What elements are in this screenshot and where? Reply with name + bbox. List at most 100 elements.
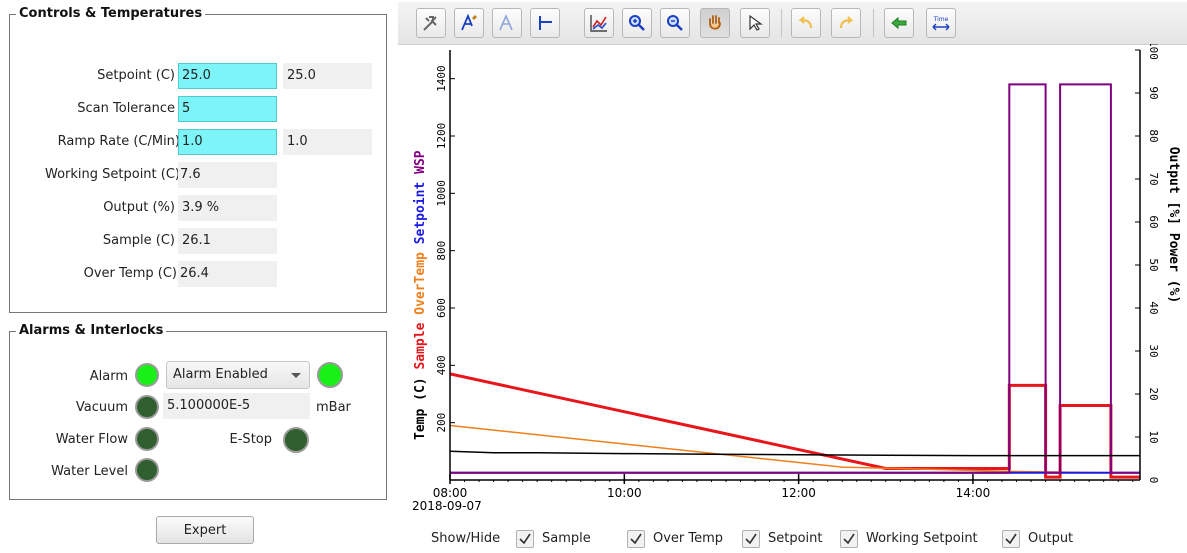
- right-tick-label: 50: [1147, 258, 1160, 271]
- pan-hand-icon: [709, 15, 721, 30]
- plot-area[interactable]: [450, 50, 1140, 480]
- alarm-mode-value: Alarm Enabled: [173, 367, 268, 382]
- sample-value: 26.1: [178, 228, 277, 254]
- estop-label: E-Stop: [229, 432, 272, 447]
- over-temp-label: Over Temp (C): [83, 266, 177, 281]
- sample-label: Sample (C): [102, 233, 175, 248]
- pan-hand-button[interactable]: [700, 8, 730, 38]
- axis-tool-icon: [539, 16, 552, 30]
- left-tick-label: 1200: [435, 123, 448, 150]
- expert-button[interactable]: Expert: [156, 516, 254, 544]
- checkmark-icon: [630, 533, 642, 545]
- chart-config-button[interactable]: [584, 8, 614, 38]
- x-tick-label: 10:00: [607, 486, 642, 500]
- show-output-checkbox[interactable]: [1002, 530, 1020, 548]
- water-level-led: [135, 458, 159, 482]
- zoom-out-button[interactable]: [660, 8, 690, 38]
- left-axis-label-setpoint: Setpoint: [413, 182, 428, 252]
- left-tick-label: 1400: [435, 65, 448, 92]
- show-working-setpoint-label: Working Setpoint: [866, 531, 978, 546]
- left-axis-label: Temp (C) Sample OverTemp Setpoint WSP: [413, 150, 428, 440]
- show-hide-label: Show/Hide: [431, 531, 501, 546]
- show-over-temp-label: Over Temp: [653, 531, 724, 546]
- show-working-setpoint-checkbox[interactable]: [840, 530, 858, 548]
- right-tick-label: 70: [1147, 172, 1160, 185]
- vacuum-led: [135, 395, 159, 419]
- left-axis-label-wsp: WSP: [413, 150, 428, 181]
- estop-led: [283, 427, 309, 453]
- ramp-rate-label: Ramp Rate (C/Min): [57, 134, 180, 149]
- left-tick-label: 400: [435, 355, 448, 375]
- over-temp-value: 26.4: [178, 261, 277, 287]
- left-axis-label-temp-c-: Temp (C): [413, 377, 428, 440]
- series-line-output: [449, 450, 1140, 457]
- controls-group-title: Controls & Temperatures: [16, 6, 206, 21]
- checkmark-icon: [843, 533, 855, 545]
- output-value: 3.9 %: [178, 195, 277, 221]
- expert-button-label: Expert: [183, 523, 227, 538]
- undo-icon: [798, 16, 813, 29]
- zoom-in-icon: [629, 15, 645, 31]
- checkmark-icon: [745, 533, 757, 545]
- show-output-label: Output: [1028, 531, 1074, 546]
- right-tick-label: 0: [1147, 477, 1160, 484]
- time-scale-button[interactable]: Time: [926, 8, 956, 38]
- undo-button[interactable]: [791, 8, 821, 38]
- alarm-led: [135, 363, 159, 387]
- time-scale-icon: Time: [932, 16, 950, 31]
- x-date-label: 2018-09-07: [412, 499, 482, 513]
- show-over-temp-checkbox[interactable]: [627, 530, 645, 548]
- show-sample-checkbox[interactable]: [516, 530, 534, 548]
- left-tick-label: 800: [435, 241, 448, 261]
- setpoint-label: Setpoint (C): [97, 68, 175, 83]
- x-tick-label: 12:00: [781, 486, 816, 500]
- redo-button[interactable]: [831, 8, 861, 38]
- right-tick-label: 10: [1147, 430, 1160, 443]
- series-line-working-setpoint: [450, 83, 1140, 474]
- x-tick-label: 14:00: [956, 486, 991, 500]
- left-axis-label-overtemp: OverTemp: [413, 252, 428, 323]
- back-icon: [891, 16, 907, 30]
- show-setpoint-label: Setpoint: [768, 531, 823, 546]
- vacuum-value: 5.100000E-5: [163, 393, 310, 419]
- chart-config-icon: [590, 15, 607, 32]
- settings-button[interactable]: [416, 8, 446, 38]
- working-setpoint-label: Working Setpoint (C): [44, 167, 180, 182]
- right-tick-label: 60: [1147, 215, 1160, 228]
- axis-tool-button[interactable]: [530, 8, 560, 38]
- temperature-chart[interactable]: 200 400 600 800 1000 1200 1400 0 10 20 30 40 50 60 70 8…: [398, 44, 1187, 522]
- alarm-label: Alarm: [89, 369, 128, 384]
- setpoint-readback: 25.0: [283, 63, 372, 89]
- settings-icon: [423, 16, 437, 31]
- left-tick-label: 600: [435, 298, 448, 318]
- toolbar-separator: [873, 9, 874, 37]
- scan-tolerance-input[interactable]: 5: [178, 96, 277, 122]
- ramp-rate-input[interactable]: 1.0: [178, 129, 277, 155]
- vacuum-unit: mBar: [316, 400, 351, 415]
- water-level-label: Water Level: [51, 464, 128, 479]
- zoom-in-button[interactable]: [622, 8, 652, 38]
- vacuum-label: Vacuum: [75, 400, 128, 415]
- right-tick-label: 30: [1147, 344, 1160, 357]
- ramp-rate-readback: 1.0: [283, 129, 372, 155]
- axes-style-icon: [461, 13, 477, 31]
- output-label: Output (%): [103, 200, 175, 215]
- scan-tolerance-label: Scan Tolerance: [77, 101, 175, 116]
- show-setpoint-checkbox[interactable]: [742, 530, 760, 548]
- back-button[interactable]: [884, 8, 914, 38]
- axes-style-button[interactable]: [454, 8, 484, 38]
- zoom-out-icon: [667, 15, 683, 31]
- right-axis-label: Output [%] Power (%): [1166, 147, 1181, 304]
- time-icon-text: Time: [933, 16, 949, 23]
- toolbar-separator: [781, 9, 782, 37]
- show-sample-label: Sample: [542, 531, 591, 546]
- alarm-mode-select[interactable]: Alarm Enabled: [166, 361, 310, 389]
- alarms-group-title: Alarms & Interlocks: [16, 323, 167, 338]
- water-flow-label: Water Flow: [55, 432, 128, 447]
- water-flow-led: [135, 427, 159, 451]
- axes-style-disabled-button[interactable]: [492, 8, 522, 38]
- working-setpoint-value: 7.6: [178, 162, 277, 188]
- alarms-group: Alarms & Interlocks: [9, 323, 387, 500]
- pointer-button[interactable]: [740, 8, 770, 38]
- setpoint-input[interactable]: 25.0: [178, 63, 277, 89]
